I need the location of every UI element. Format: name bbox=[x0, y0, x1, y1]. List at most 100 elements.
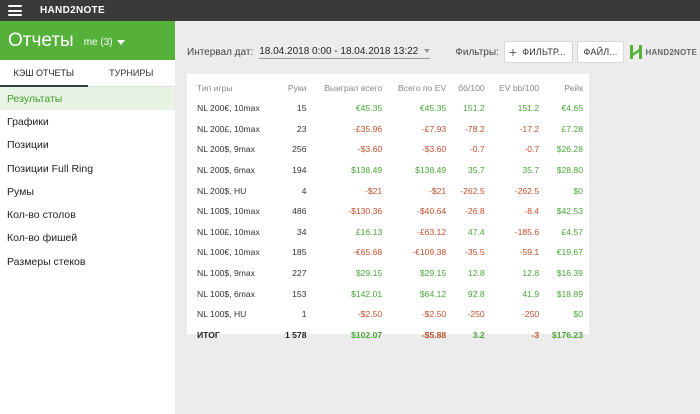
cell-rake: £4.57 bbox=[561, 226, 583, 237]
date-range-value: 18.04.2018 0:00 - 18.04.2018 13:22 bbox=[259, 45, 419, 57]
sidebar-item-positions[interactable]: Позиции bbox=[7, 139, 49, 152]
user-dropdown[interactable]: me (3) bbox=[84, 37, 125, 48]
sidebar-item-table-count[interactable]: Кол-во столов bbox=[7, 209, 76, 222]
sidebar-item-results[interactable]: Результаты bbox=[0, 87, 175, 111]
cell-bb100: -262.5 bbox=[460, 185, 485, 196]
cell-game-type: ИТОГ bbox=[197, 329, 220, 340]
cell-ev-bb100: -3 bbox=[531, 329, 540, 340]
cell-hands: 194 bbox=[292, 165, 307, 176]
cell-ev-total: -$2.50 bbox=[421, 309, 447, 320]
cell-bb100: -78.2 bbox=[465, 123, 485, 134]
cell-bb100: -35.5 bbox=[465, 247, 485, 258]
table-total-row[interactable]: ИТОГ 1 578 $102.07 -$5.88 3.2 -3 $176.23 bbox=[187, 325, 589, 346]
results-card: Тип игры Руки Выиграл всего Всего по EV … bbox=[187, 74, 589, 340]
cell-ev-total: -$5.88 bbox=[421, 329, 447, 340]
cell-ev-total: €45.35 bbox=[419, 103, 447, 114]
cell-hands: 256 bbox=[292, 144, 307, 155]
cell-hands: 486 bbox=[292, 206, 307, 217]
column-header-game-type[interactable]: Тип игры bbox=[197, 83, 233, 93]
cell-bb100: 92.8 bbox=[467, 288, 485, 299]
tab-cash-reports[interactable]: КЭШ ОТЧЕТЫ bbox=[0, 60, 88, 87]
cell-game-type: NL 100$, HU bbox=[197, 309, 247, 320]
hand2note-logo-icon bbox=[630, 45, 643, 59]
cell-hands: 1 578 bbox=[284, 329, 307, 340]
table-header-row: Тип игры Руки Выиграл всего Всего по EV … bbox=[187, 78, 589, 98]
table-row[interactable]: NL 200$, HU 4 -$21 -$21 -262.5 -262.5 $0 bbox=[187, 180, 589, 201]
tab-tournaments[interactable]: ТУРНИРЫ bbox=[109, 68, 154, 78]
cell-ev-bb100: -250 bbox=[521, 309, 540, 320]
table-row[interactable]: NL 100£, 10max 34 £16.13 -£63.12 47.4 -185.6 £… bbox=[187, 222, 589, 243]
cell-ev-total: -£63.12 bbox=[417, 226, 447, 237]
table-row[interactable]: NL 200$, 9max 256 -$3.60 -$3.60 -0.7 -0.7 $26.… bbox=[187, 139, 589, 160]
column-header-ev-total[interactable]: Всего по EV bbox=[397, 83, 447, 93]
page-title: Отчеты bbox=[8, 29, 74, 51]
column-header-bb100[interactable]: бб/100 bbox=[458, 83, 485, 93]
sidebar-item-stack-sizes[interactable]: Размеры стеков bbox=[7, 255, 86, 268]
cell-rake: $0 bbox=[573, 309, 583, 320]
cell-ev-total: -$40.64 bbox=[417, 206, 447, 217]
table-row[interactable]: NL 100$, 9max 227 $29.15 $29.15 12.8 12.8 $16.… bbox=[187, 263, 589, 284]
cell-ev-bb100: -262.5 bbox=[514, 185, 540, 196]
caret-down-icon bbox=[116, 39, 125, 45]
table-row[interactable]: NL 100$, HU 1 -$2.50 -$2.50 -250 -250 $0 bbox=[187, 304, 589, 325]
cell-bb100: -250 bbox=[467, 309, 485, 320]
plus-icon: + bbox=[508, 44, 518, 60]
column-header-won-total[interactable]: Выиграл всего bbox=[324, 83, 383, 93]
filters-label: Фильтры: bbox=[455, 46, 499, 58]
column-header-ev-bb100[interactable]: EV bb/100 bbox=[499, 83, 540, 93]
column-header-hands[interactable]: Руки bbox=[287, 83, 307, 93]
add-filter-button[interactable]: + ФИЛЬТР... bbox=[503, 41, 573, 63]
cell-game-type: NL 100$, 10max bbox=[197, 206, 260, 217]
file-button[interactable]: ФАЙЛ... bbox=[576, 41, 625, 63]
hamburger-icon[interactable] bbox=[8, 5, 22, 16]
table-row[interactable]: NL 200$, 6max 194 $138.49 $138.49 35.7 35.7 $2… bbox=[187, 160, 589, 181]
cell-rake: $0 bbox=[573, 185, 583, 196]
cell-rake: £7.28 bbox=[561, 123, 583, 134]
cell-hands: 153 bbox=[292, 288, 307, 299]
date-range-label: Интервал дат: bbox=[187, 46, 254, 58]
cell-hands: 185 bbox=[292, 247, 307, 258]
sidebar-item-positions-full-ring[interactable]: Позиции Full Ring bbox=[7, 162, 94, 175]
table-row[interactable]: NL 200€, 10max 15 €45.35 €45.35 151.2 151.2 €4… bbox=[187, 98, 589, 119]
date-range-select[interactable]: 18.04.2018 0:00 - 18.04.2018 13:22 bbox=[259, 45, 431, 59]
cell-rake: $176.23 bbox=[551, 329, 583, 340]
cell-ev-bb100: -0.7 bbox=[524, 144, 540, 155]
column-header-rake[interactable]: Рейк bbox=[564, 83, 583, 93]
caret-down-icon bbox=[424, 49, 431, 53]
table-row[interactable]: NL 100$, 6max 153 $142.01 $64.12 92.8 41.9 $18… bbox=[187, 283, 589, 304]
cell-game-type: NL 200$, 6max bbox=[197, 165, 255, 176]
cell-rake: $42.53 bbox=[556, 206, 583, 217]
cell-hands: 227 bbox=[292, 268, 307, 279]
cell-ev-total: -€109.38 bbox=[412, 247, 447, 258]
cell-ev-bb100: -17.2 bbox=[519, 123, 540, 134]
cell-won-total: -$3.60 bbox=[357, 144, 383, 155]
cell-bb100: 35.7 bbox=[467, 165, 485, 176]
table-body: NL 200€, 10max 15 €45.35 €45.35 151.2 151.2 €4… bbox=[187, 98, 589, 345]
sidebar-item-rooms[interactable]: Румы bbox=[7, 185, 34, 198]
cell-won-total: -$2.50 bbox=[357, 309, 383, 320]
cell-game-type: NL 200€, 10max bbox=[197, 103, 260, 114]
cell-game-type: NL 100$, 6max bbox=[197, 288, 255, 299]
cell-rake: $26.28 bbox=[556, 144, 583, 155]
cell-ev-total: $138.49 bbox=[415, 165, 447, 176]
results-table: Тип игры Руки Выиграл всего Всего по EV … bbox=[187, 78, 589, 345]
table-row[interactable]: NL 100$, 10max 486 -$130.36 -$40.64 -26.8 -8.… bbox=[187, 201, 589, 222]
cell-won-total: $138.49 bbox=[351, 165, 383, 176]
sidebar-item-fish-count[interactable]: Кол-во фишей bbox=[7, 232, 78, 245]
cell-won-total: -£35.96 bbox=[353, 123, 383, 134]
cell-game-type: NL 100$, 9max bbox=[197, 268, 255, 279]
cell-won-total: -$21 bbox=[364, 185, 383, 196]
cell-game-type: NL 100€, 10max bbox=[197, 247, 260, 258]
cell-ev-bb100: 35.7 bbox=[522, 165, 540, 176]
sidebar-tabs: КЭШ ОТЧЕТЫ ТУРНИРЫ bbox=[0, 60, 175, 87]
cell-bb100: -0.7 bbox=[469, 144, 485, 155]
table-row[interactable]: NL 200£, 10max 23 -£35.96 -£7.93 -78.2 -17.2 £… bbox=[187, 119, 589, 140]
sidebar-item-graphs[interactable]: Графики bbox=[7, 115, 49, 128]
table-row[interactable]: NL 100€, 10max 185 -€65.68 -€109.38 -35.5 -59… bbox=[187, 242, 589, 263]
cell-rake: €4.65 bbox=[561, 103, 583, 114]
cell-hands: 23 bbox=[296, 123, 307, 134]
cell-ev-bb100: 41.9 bbox=[522, 288, 540, 299]
cell-rake: $16.39 bbox=[556, 268, 583, 279]
cell-won-total: £16.13 bbox=[355, 226, 383, 237]
cell-ev-total: $29.15 bbox=[419, 268, 447, 279]
